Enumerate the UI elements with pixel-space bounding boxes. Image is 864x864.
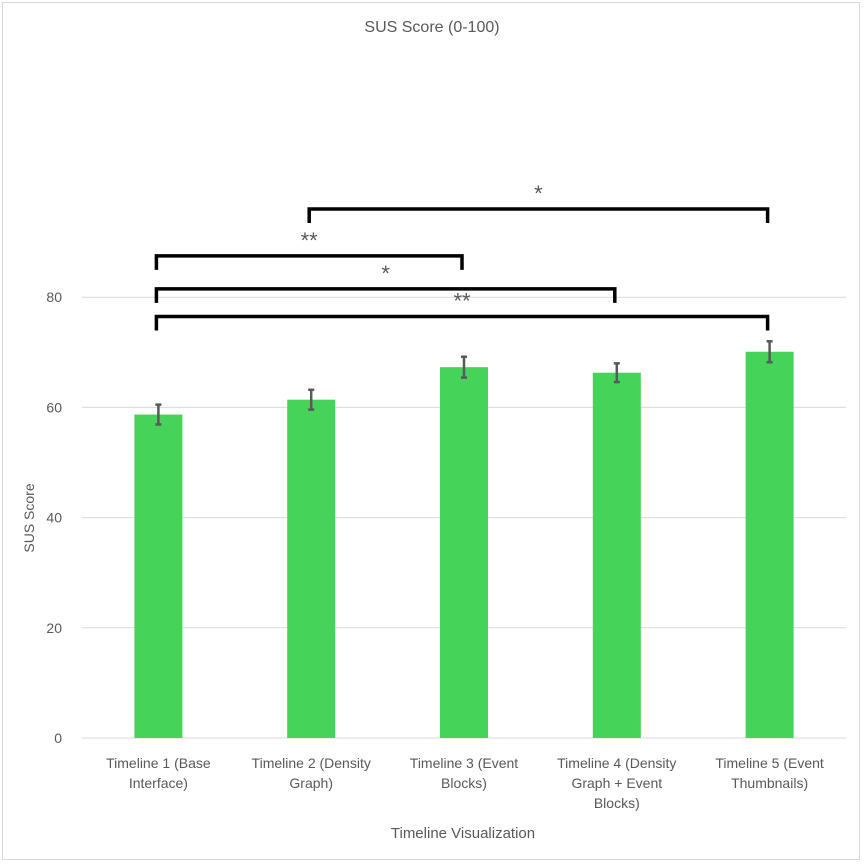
x-tick-labels: Timeline 1 (Base Interface) Timeline 2 (De… <box>106 755 824 811</box>
significance-bracket: ** <box>154 228 464 270</box>
significance-bracket: * <box>154 261 617 303</box>
x-axis-label: Timeline Visualization <box>391 825 535 842</box>
y-tick-labels: 0 20 40 60 80 <box>46 289 62 746</box>
error-bar <box>613 362 620 384</box>
significance-bracket: ** <box>154 288 770 331</box>
bar <box>134 414 183 738</box>
x-tick-label: Timeline 5 (Event Thumbnails) <box>715 755 824 791</box>
significance-bracket: * <box>307 181 770 224</box>
significance-label: ** <box>453 288 471 313</box>
error-bar <box>308 388 315 411</box>
y-tick-label: 0 <box>54 730 62 746</box>
significance-brackets: ****** <box>154 181 770 331</box>
significance-label: * <box>534 181 543 206</box>
x-tick-label: Timeline 1 (Base Interface) <box>106 755 211 791</box>
bar <box>745 351 794 738</box>
chart-title: SUS Score (0-100) <box>364 19 499 36</box>
y-axis-label: SUS Score <box>21 483 37 552</box>
y-tick-label: 60 <box>46 399 62 415</box>
y-tick-label: 20 <box>46 620 62 636</box>
significance-label: ** <box>301 228 319 253</box>
bar <box>592 372 641 738</box>
x-tick-label: Timeline 3 (Event Blocks) <box>410 755 519 791</box>
y-tick-label: 40 <box>46 510 62 526</box>
significance-label: * <box>381 261 390 286</box>
error-bar <box>155 403 162 426</box>
y-tick-label: 80 <box>46 289 62 305</box>
bar <box>287 399 336 738</box>
x-tick-label: Timeline 4 (Density Graph + Event Blocks) <box>557 755 676 811</box>
error-bars <box>155 340 773 426</box>
error-bar <box>461 355 467 379</box>
bar <box>440 367 488 738</box>
bars <box>134 351 794 738</box>
error-bar <box>766 340 773 364</box>
x-tick-label: Timeline 2 (Density Graph) <box>252 755 371 791</box>
